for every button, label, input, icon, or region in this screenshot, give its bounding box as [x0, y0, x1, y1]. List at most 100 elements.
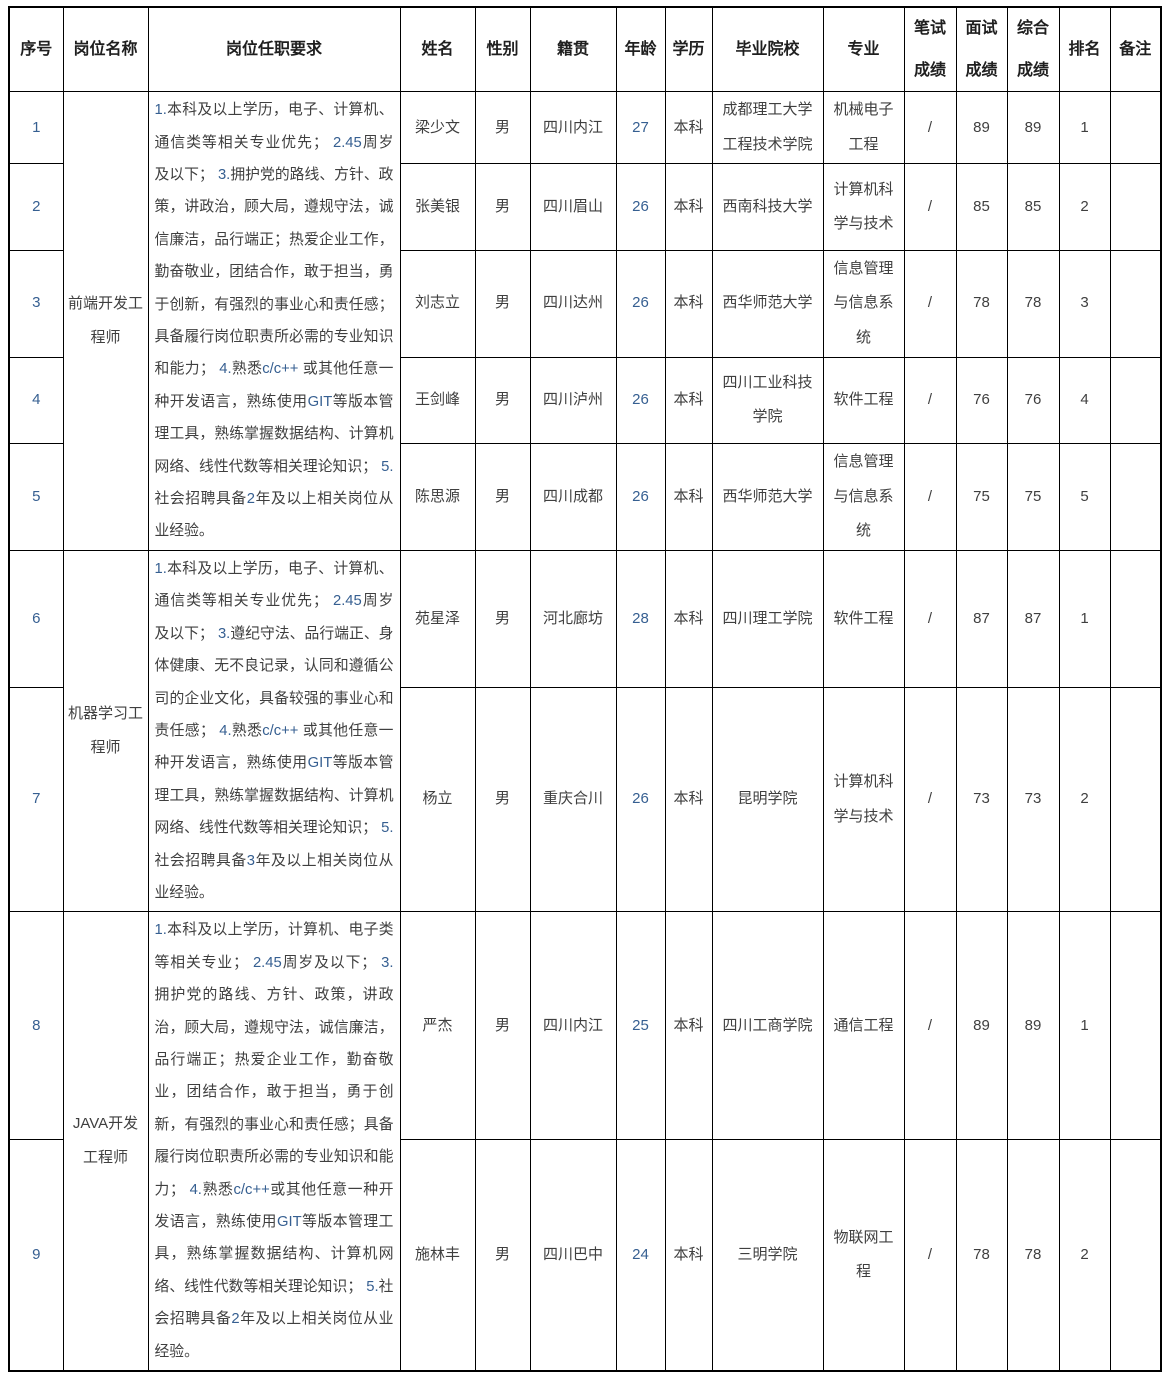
cell-major: 软件工程 [822, 549, 905, 688]
cell-interview-score: 76 [955, 356, 1008, 444]
cell-written-score: / [903, 356, 957, 444]
cell-hometown: 四川内江 [529, 911, 617, 1141]
cell-rank: 2 [1058, 1139, 1111, 1372]
cell-hometown: 四川眉山 [529, 163, 617, 251]
cell-remark [1109, 686, 1162, 913]
cell-school: 西南科技大学 [711, 163, 824, 251]
cell-education: 本科 [664, 686, 713, 913]
cell-written-score: / [903, 91, 957, 165]
cell-hometown: 四川达州 [529, 249, 617, 358]
cell-major: 通信工程 [822, 911, 905, 1141]
cell-education: 本科 [664, 91, 713, 165]
cell-interview-score: 87 [955, 549, 1008, 688]
header-major: 专业 [822, 6, 905, 93]
cell-hometown: 四川泸州 [529, 356, 617, 444]
cell-age: 25 [615, 911, 666, 1141]
cell-gender: 男 [474, 91, 531, 165]
header-school: 毕业院校 [711, 6, 824, 93]
cell-remark [1109, 91, 1162, 165]
cell-major: 计算机科学与技术 [822, 686, 905, 913]
cell-school: 西华师范大学 [711, 249, 824, 358]
cell-major: 信息管理与信息系统 [822, 442, 905, 551]
cell-position: 机器学习工程师 [62, 549, 149, 913]
cell-major: 信息管理与信息系统 [822, 249, 905, 358]
header-position: 岗位名称 [62, 6, 149, 93]
cell-age: 26 [615, 249, 666, 358]
cell-name: 陈思源 [399, 442, 476, 551]
cell-written-score: / [903, 911, 957, 1141]
cell-name: 张美银 [399, 163, 476, 251]
cell-gender: 男 [474, 1139, 531, 1372]
cell-interview-score: 85 [955, 163, 1008, 251]
cell-gender: 男 [474, 686, 531, 913]
cell-overall-score: 87 [1006, 549, 1060, 688]
table-row: 6 机器学习工程师 1.本科及以上学历，电子、计算机、通信类等相关专业优先； 2… [8, 549, 1162, 913]
cell-remark [1109, 249, 1162, 358]
cell-name: 王剑峰 [399, 356, 476, 444]
header-hometown: 籍贯 [529, 6, 617, 93]
cell-interview-score: 78 [955, 249, 1008, 358]
cell-remark [1109, 549, 1162, 688]
cell-education: 本科 [664, 1139, 713, 1372]
header-interview-score: 面试成绩 [955, 6, 1008, 93]
cell-school: 西华师范大学 [711, 442, 824, 551]
table-row: 7 杨立 男 重庆合川 26 本科 昆明学院 计算机科学与技术 / 73 73 … [8, 686, 1162, 913]
cell-school: 成都理工大学工程技术学院 [711, 91, 824, 165]
header-overall-score: 综合成绩 [1006, 6, 1060, 93]
cell-gender: 男 [474, 442, 531, 551]
cell-name: 施林丰 [399, 1139, 476, 1372]
cell-rank: 4 [1058, 356, 1111, 444]
cell-overall-score: 78 [1006, 249, 1060, 358]
cell-overall-score: 73 [1006, 686, 1060, 913]
cell-gender: 男 [474, 911, 531, 1141]
header-no: 序号 [8, 6, 64, 93]
cell-rank: 5 [1058, 442, 1111, 551]
cell-name: 杨立 [399, 686, 476, 913]
header-gender: 性别 [474, 6, 531, 93]
cell-interview-score: 75 [955, 442, 1008, 551]
cell-rank: 1 [1058, 911, 1111, 1141]
cell-remark [1109, 911, 1162, 1141]
cell-major: 计算机科学与技术 [822, 163, 905, 251]
cell-interview-score: 73 [955, 686, 1008, 913]
cell-education: 本科 [664, 911, 713, 1141]
cell-hometown: 河北廊坊 [529, 549, 617, 688]
table-row: 4 王剑峰 男 四川泸州 26 本科 四川工业科技学院 软件工程 / 76 76… [8, 356, 1162, 444]
cell-overall-score: 78 [1006, 1139, 1060, 1372]
cell-age: 26 [615, 356, 666, 444]
cell-major: 机械电子工程 [822, 91, 905, 165]
table-row: 2 张美银 男 四川眉山 26 本科 西南科技大学 计算机科学与技术 / 85 … [8, 163, 1162, 251]
recruitment-table: 序号 岗位名称 岗位任职要求 姓名 性别 籍贯 年龄 学历 毕业院校 专业 笔试… [8, 6, 1162, 1373]
table-row: 3 刘志立 男 四川达州 26 本科 西华师范大学 信息管理与信息系统 / 78… [8, 249, 1162, 358]
cell-age: 26 [615, 163, 666, 251]
cell-requirements: 1.本科及以上学历，计算机、电子类等相关专业； 2.45周岁及以下； 3.拥护党… [147, 911, 401, 1372]
cell-name: 严杰 [399, 911, 476, 1141]
cell-education: 本科 [664, 356, 713, 444]
cell-rank: 3 [1058, 249, 1111, 358]
cell-rank: 2 [1058, 686, 1111, 913]
cell-requirements: 1.本科及以上学历，电子、计算机、通信类等相关专业优先； 2.45周岁及以下； … [147, 549, 401, 913]
cell-position: JAVA开发工程师 [62, 911, 149, 1372]
cell-age: 26 [615, 442, 666, 551]
cell-education: 本科 [664, 249, 713, 358]
cell-education: 本科 [664, 442, 713, 551]
table-row: 8 JAVA开发工程师 1.本科及以上学历，计算机、电子类等相关专业； 2.45… [8, 911, 1162, 1372]
header-remark: 备注 [1109, 6, 1162, 93]
cell-written-score: / [903, 549, 957, 688]
cell-no: 2 [8, 163, 64, 251]
cell-no: 8 [8, 911, 64, 1141]
cell-age: 26 [615, 686, 666, 913]
cell-written-score: / [903, 686, 957, 913]
cell-remark [1109, 442, 1162, 551]
cell-interview-score: 89 [955, 91, 1008, 165]
cell-remark [1109, 356, 1162, 444]
cell-position: 前端开发工程师 [62, 91, 149, 551]
cell-requirements: 1.本科及以上学历，电子、计算机、通信类等相关专业优先； 2.45周岁及以下； … [147, 91, 401, 551]
cell-hometown: 重庆合川 [529, 686, 617, 913]
cell-rank: 2 [1058, 163, 1111, 251]
cell-overall-score: 89 [1006, 911, 1060, 1141]
cell-school: 四川理工学院 [711, 549, 824, 688]
cell-remark [1109, 1139, 1162, 1372]
cell-no: 1 [8, 91, 64, 165]
cell-gender: 男 [474, 356, 531, 444]
